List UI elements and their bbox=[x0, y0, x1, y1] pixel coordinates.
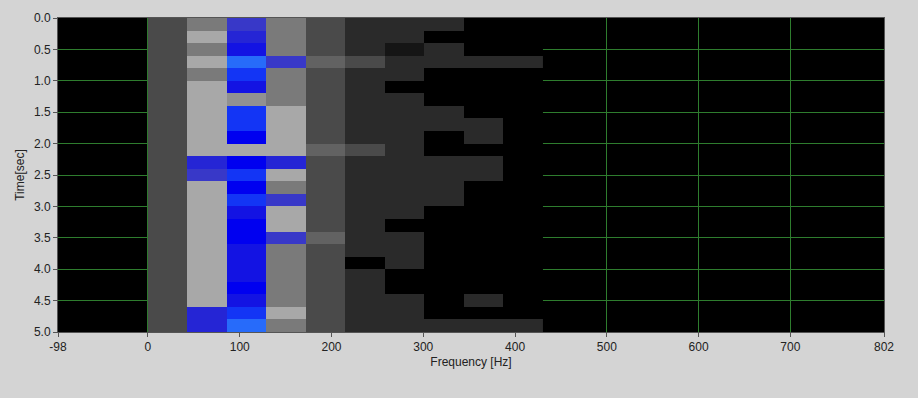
svg-text:100: 100 bbox=[230, 340, 250, 354]
svg-text:0: 0 bbox=[145, 340, 152, 354]
svg-text:-98: -98 bbox=[49, 340, 67, 354]
svg-text:300: 300 bbox=[413, 340, 433, 354]
svg-text:Frequency [Hz]: Frequency [Hz] bbox=[430, 355, 511, 369]
svg-text:2.0: 2.0 bbox=[34, 137, 51, 151]
svg-text:Time[sec]: Time[sec] bbox=[13, 149, 27, 201]
svg-text:802: 802 bbox=[874, 340, 894, 354]
svg-text:5.0: 5.0 bbox=[34, 325, 51, 339]
svg-text:0.0: 0.0 bbox=[34, 11, 51, 25]
svg-text:3.5: 3.5 bbox=[34, 231, 51, 245]
svg-text:4.5: 4.5 bbox=[34, 294, 51, 308]
svg-text:700: 700 bbox=[780, 340, 800, 354]
svg-text:4.0: 4.0 bbox=[34, 262, 51, 276]
svg-text:2.5: 2.5 bbox=[34, 168, 51, 182]
svg-text:3.0: 3.0 bbox=[34, 200, 51, 214]
svg-text:200: 200 bbox=[321, 340, 341, 354]
svg-text:400: 400 bbox=[505, 340, 525, 354]
svg-text:0.5: 0.5 bbox=[34, 43, 51, 57]
svg-text:500: 500 bbox=[597, 340, 617, 354]
svg-text:1.0: 1.0 bbox=[34, 74, 51, 88]
svg-text:1.5: 1.5 bbox=[34, 105, 51, 119]
svg-text:600: 600 bbox=[689, 340, 709, 354]
